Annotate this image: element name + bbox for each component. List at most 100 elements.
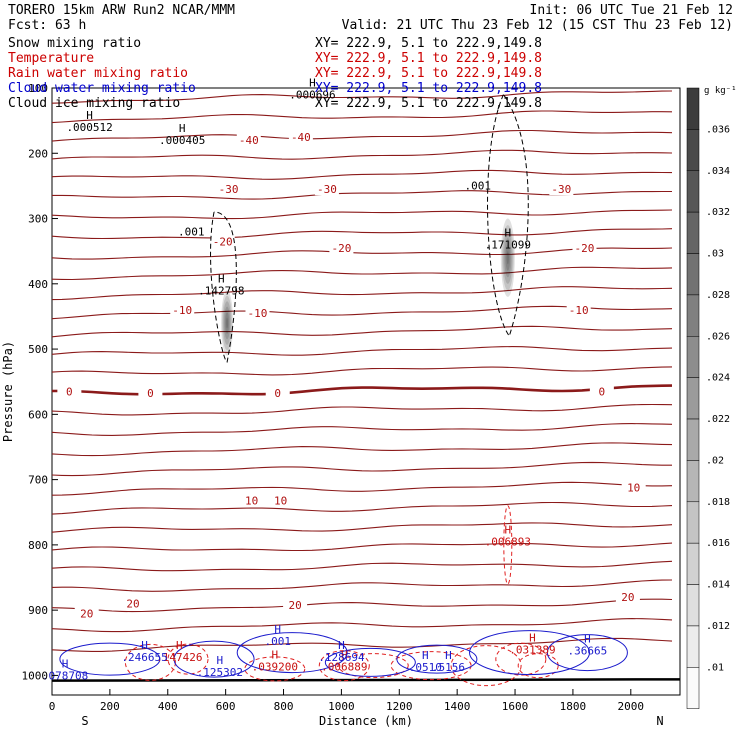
colorbar-cell [686,584,700,627]
isotherm-line [51,169,673,180]
isotherm-line [51,149,673,160]
y-tick-label: 800 [28,539,48,552]
temperature-label: 0 [274,387,281,400]
x-tick-label: 200 [100,700,120,713]
y-tick-label: 900 [28,604,48,617]
cloud-water-max-value: .078708 [42,669,88,682]
x-tick-label: 1200 [386,700,413,713]
ice-shade-ring [222,295,233,351]
x-axis-label: Distance (km) [319,714,413,728]
ice-contour [210,211,237,363]
cloud-water-max-marker: H [274,623,281,636]
cloud-water-max-marker: H [584,633,591,646]
rain-contour [390,651,472,681]
cloud-water-max-value: .36665 [568,645,608,658]
cloud-water-contour [173,640,255,678]
y-tick-label: 700 [28,474,48,487]
y-tick-label: 500 [28,343,48,356]
temperature-label: 10 [274,494,287,507]
temperature-label: 20 [126,598,139,611]
ice-shade-ring [226,317,229,329]
cloud-water-contour [324,647,416,677]
valid-time: Valid: 21 UTC Thu 23 Feb 12 (15 CST Thu … [342,18,733,33]
cloud-water-max-value: .5156 [432,661,465,674]
temperature-label-bg [236,133,261,147]
temperature-label-bg [288,129,313,143]
temperature-label-bg [74,606,99,620]
rain-contour [337,653,409,679]
ice-shade-ring [500,218,515,297]
cloud-water-max-marker: H [338,639,345,652]
rain-max-marker: H [272,648,279,661]
ice-max-value: .142798 [198,284,244,297]
legend-label: Temperature [8,51,94,66]
rain-contour [167,643,209,675]
legend-label: Cloud ice mixing ratio [8,96,180,111]
colorbar-tick-label: .012 [706,621,730,632]
x-tick-label: 1600 [502,700,529,713]
y-tick-label: 600 [28,408,48,421]
temperature-label-bg [615,590,640,604]
x-tick-label: 0 [49,700,56,713]
north-endpoint: N [656,714,663,728]
colorbar-cell [686,542,700,585]
rain-contour [503,505,513,585]
init-time: Init: 06 UTC Tue 21 Feb 12 [530,3,734,18]
temperature-label: -10 [569,304,589,317]
legend-xy: XY= 222.9, 5.1 to 222.9,149.8 [315,36,542,51]
cloud-water-max-marker: H [141,639,148,652]
rain-max-marker: H [529,631,536,644]
temperature-label-bg [121,596,146,610]
snow-max-value: .000696 [289,89,335,102]
rain-contour [244,656,306,682]
temperature-label: -40 [239,134,259,147]
colorbar-cell [686,170,700,213]
colorbar-tick-label: .034 [706,166,730,177]
temperature-label: -10 [172,304,192,317]
cloud-water-max-value: .246655 [121,651,167,664]
temperature-label: -30 [551,183,571,196]
ice-shading [221,290,234,356]
isotherm-line [51,481,673,496]
temperature-label-bg [621,480,646,494]
model-title: TORERO 15km ARW Run2 NCAR/MMM [8,3,235,18]
temperature-label-bg [245,306,270,320]
colorbar-tick-label: .024 [706,373,730,384]
colorbar-cell [686,253,700,296]
isotherm-line [51,366,673,376]
ice-shade-ring [503,231,513,284]
colorbar-cell [686,667,700,709]
ice-contour-label: .001 [178,225,205,238]
colorbar-tick-label: .03 [706,249,724,260]
colorbar-cell [686,460,700,503]
rain-contour [495,642,547,676]
temperature-label: -30 [317,183,337,196]
y-tick-label: 300 [28,213,48,226]
forecast-hour: Fcst: 63 h [8,18,86,33]
temperature-label: 0 [66,386,73,399]
rain-max-marker: H [341,648,348,661]
cloud-water-max-value: .125302 [197,666,243,679]
snow-max-marker: H [309,77,316,90]
colorbar-tick-label: .032 [706,207,730,218]
x-tick-label: 400 [158,700,178,713]
legend-xy: XY= 222.9, 5.1 to 222.9,149.8 [315,66,542,81]
y-tick-label: 400 [28,278,48,291]
rain-max-value: .147426 [156,651,202,664]
isotherm-line [51,423,673,436]
ice-shade-ring [225,312,230,334]
isotherm-line [51,209,673,220]
temperature-label-bg [589,384,614,398]
isotherm-line [51,637,673,652]
colorbar-unit: g kg⁻¹ [704,86,737,96]
temperature-label-bg [566,302,591,316]
colorbar-cell [686,294,700,337]
isotherm-line [51,286,673,301]
colorbar-cell [686,625,700,668]
isotherm-line [51,228,673,240]
y-tick-label: 100 [28,82,48,95]
ice-shade-ring [223,301,232,345]
colorbar-cell [686,501,700,544]
x-tick-label: 2000 [618,700,645,713]
